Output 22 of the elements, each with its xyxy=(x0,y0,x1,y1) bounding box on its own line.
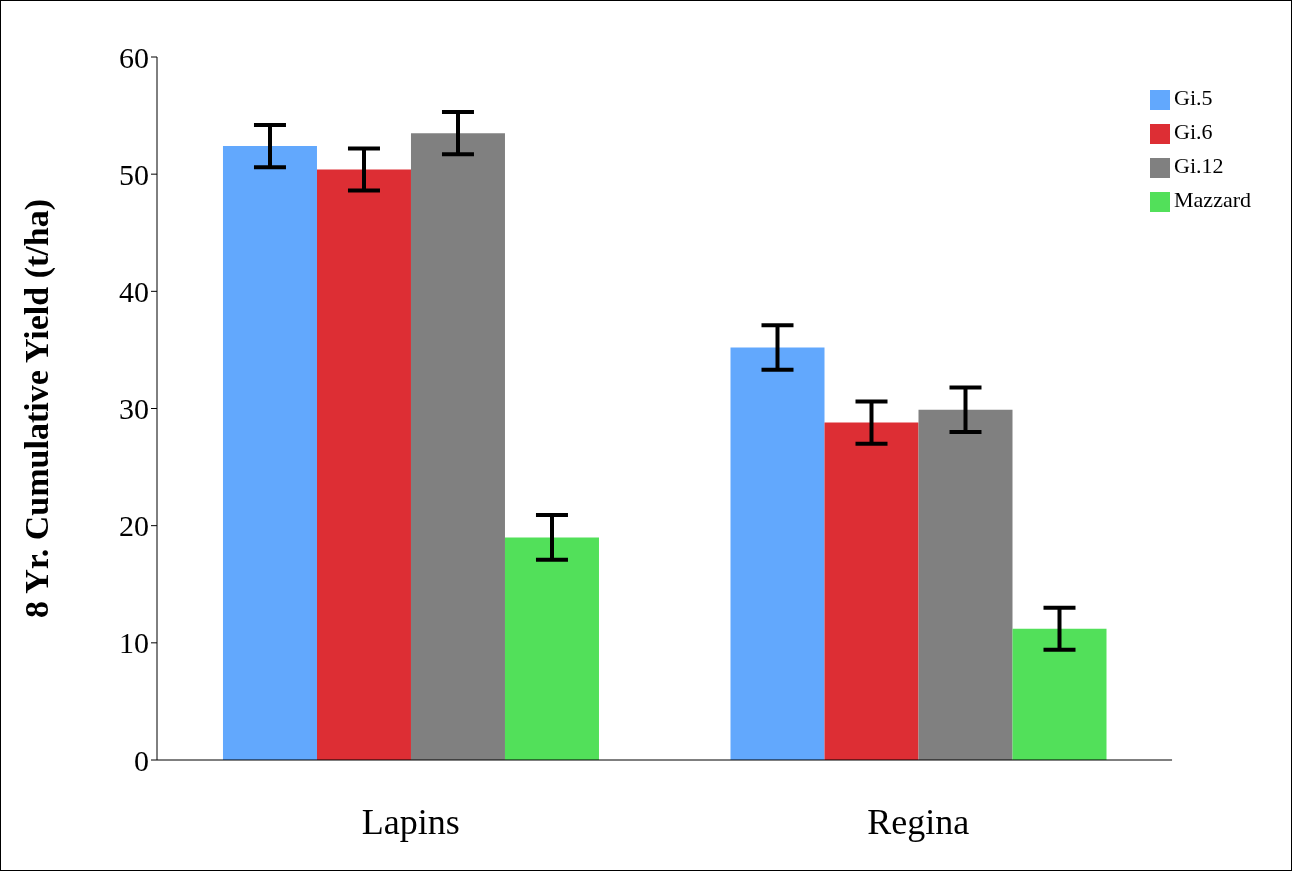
legend-label: Gi.6 xyxy=(1174,119,1213,144)
bar xyxy=(410,133,505,760)
bar xyxy=(824,422,919,760)
y-tick-label: 40 xyxy=(119,274,149,308)
bar xyxy=(222,146,317,760)
y-tick-label: 50 xyxy=(119,157,149,191)
bar xyxy=(730,347,825,760)
y-tick-label: 0 xyxy=(134,743,149,777)
bar xyxy=(316,169,411,760)
y-axis-title: 8 Yr. Cumulative Yield (t/ha) xyxy=(18,198,57,619)
legend-label: Mazzard xyxy=(1174,187,1251,212)
y-tick-label: 30 xyxy=(119,392,149,426)
y-tick-label: 20 xyxy=(119,509,149,543)
bar xyxy=(504,537,599,760)
bar xyxy=(1012,628,1107,760)
legend-label: Gi.5 xyxy=(1174,85,1213,110)
x-tick-label: Lapins xyxy=(361,801,460,842)
legend-label: Gi.12 xyxy=(1174,153,1224,178)
x-tick-label: Regina xyxy=(867,801,970,842)
bar xyxy=(918,409,1013,760)
y-tick-label: 60 xyxy=(119,40,149,74)
y-tick-label: 10 xyxy=(119,626,149,660)
